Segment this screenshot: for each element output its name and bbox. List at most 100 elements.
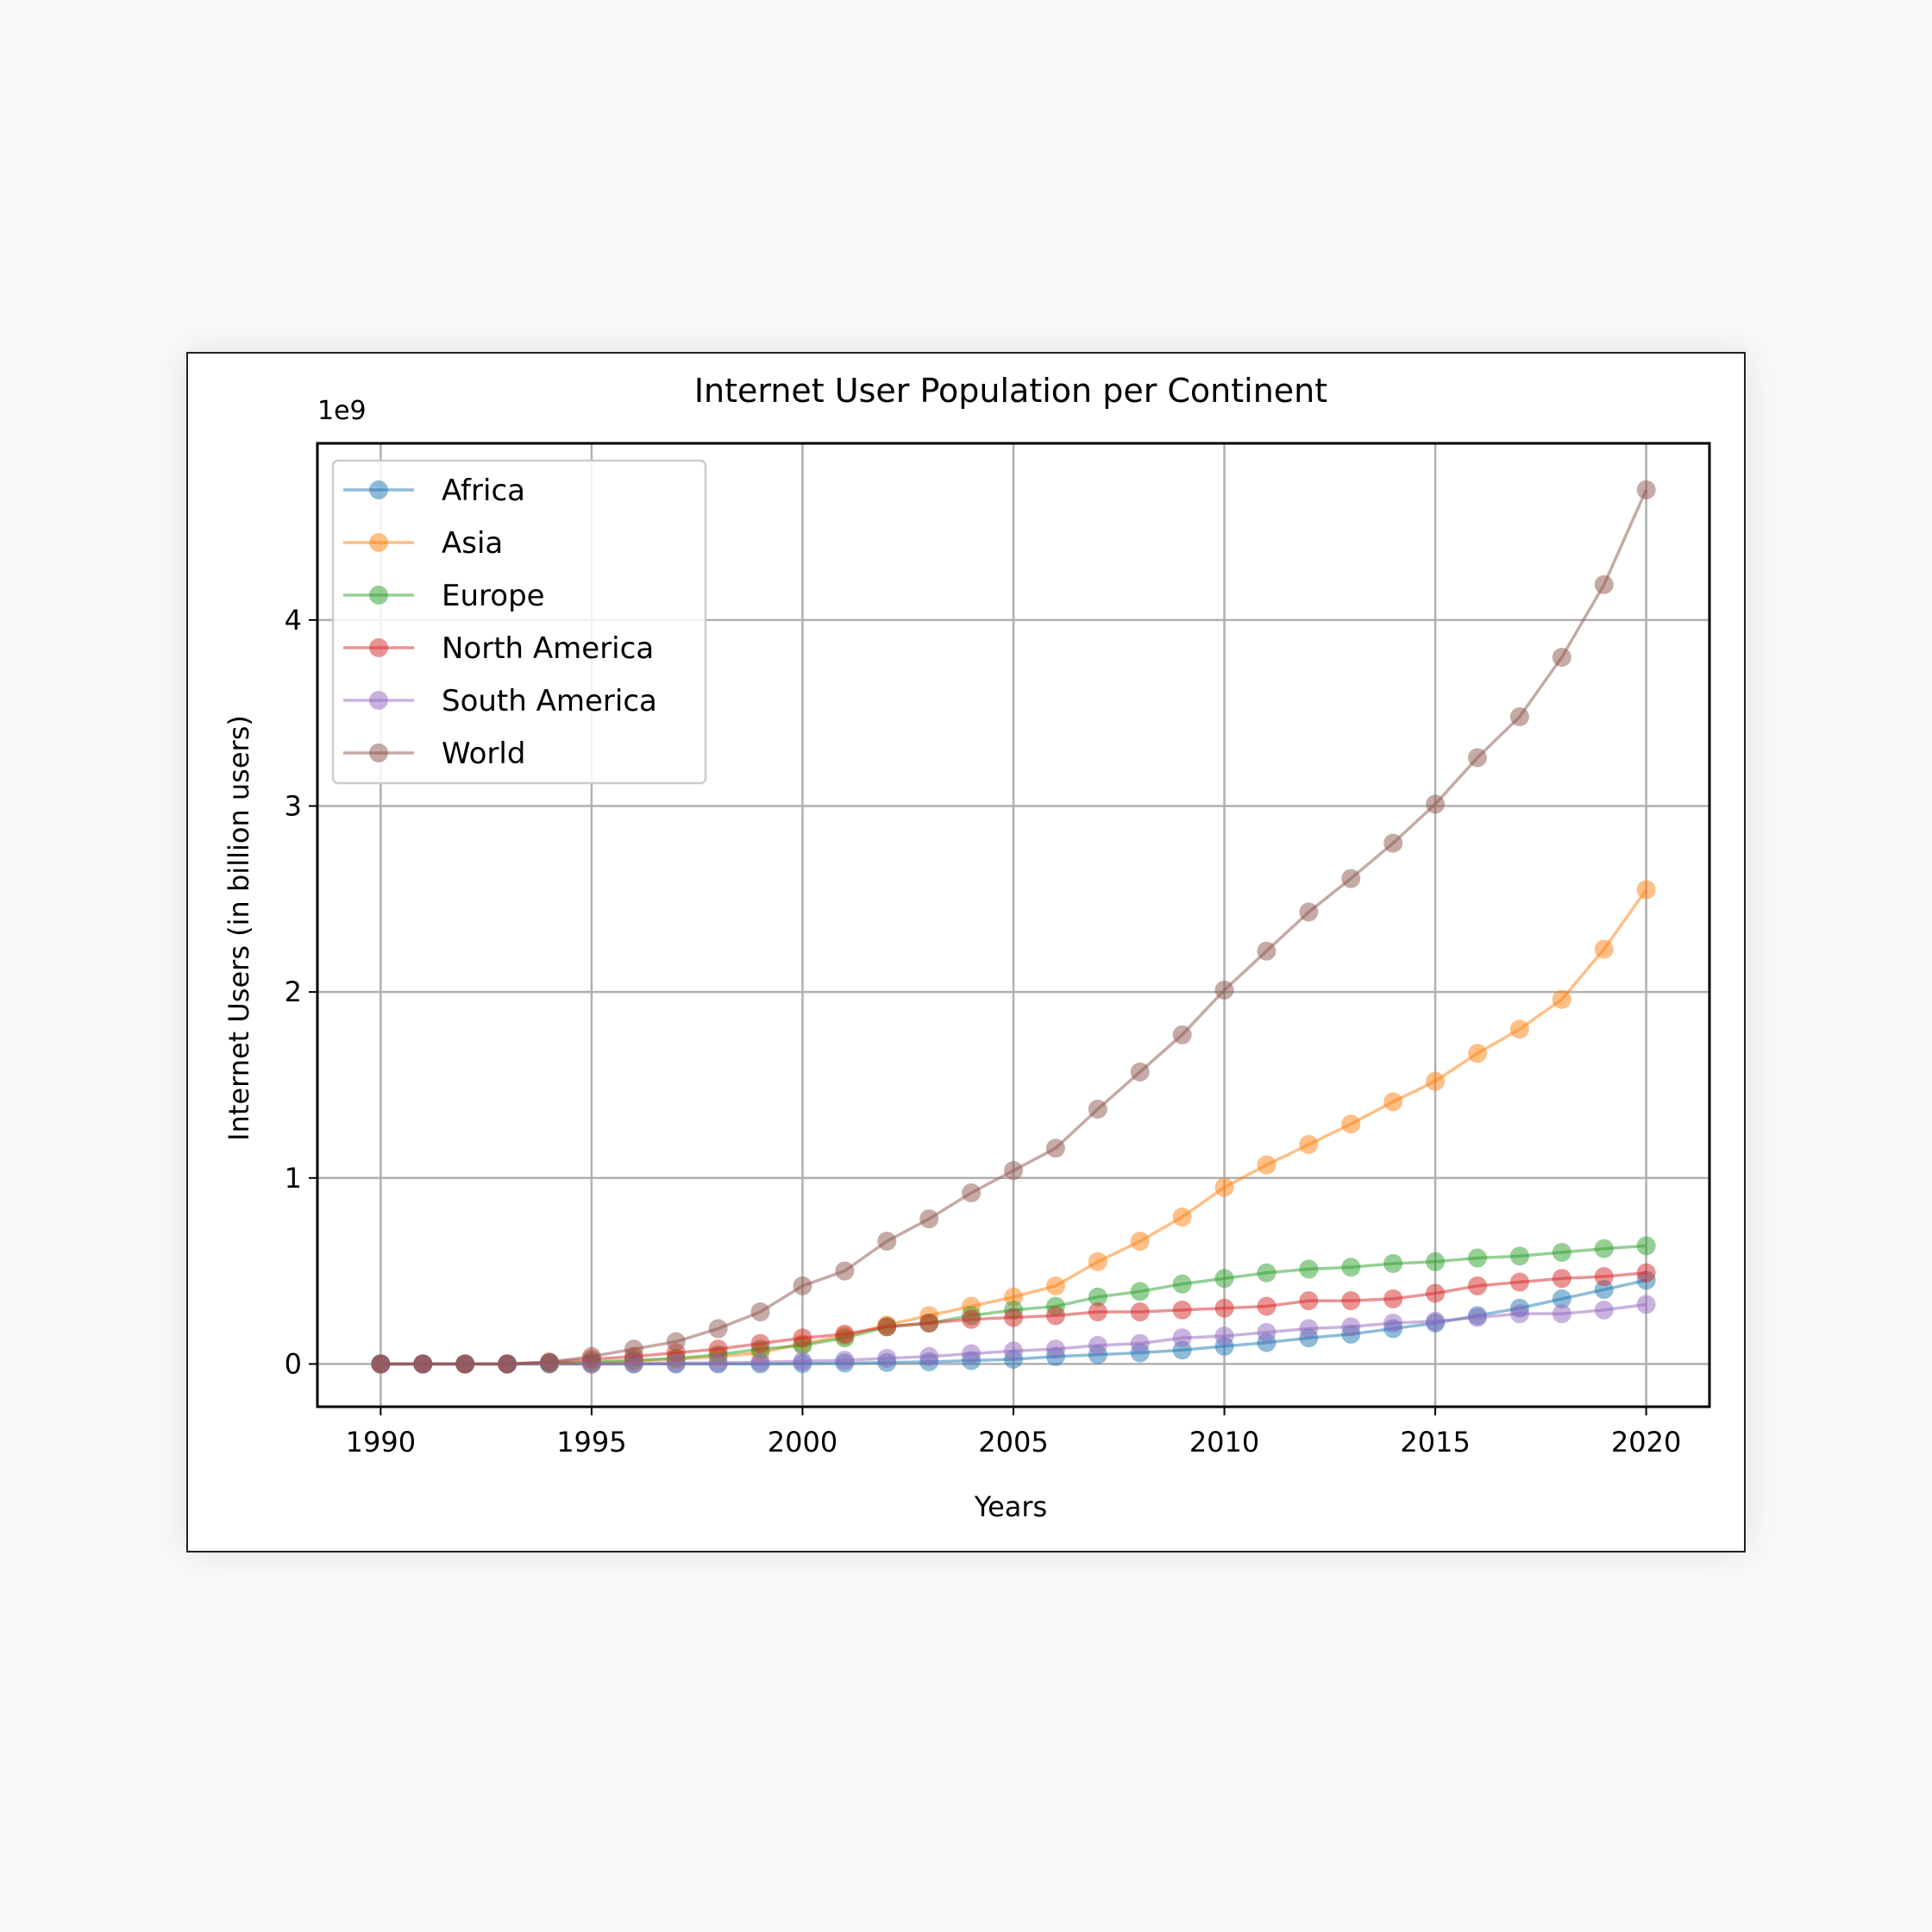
data-point-north-america <box>962 1309 982 1329</box>
data-point-world <box>413 1354 433 1374</box>
x-tick-label: 2010 <box>1189 1426 1259 1458</box>
data-point-europe <box>1468 1248 1487 1268</box>
x-axis-label: Years <box>974 1490 1047 1523</box>
data-point-world <box>835 1261 855 1281</box>
data-point-north-america <box>1341 1291 1361 1311</box>
data-point-world <box>1383 833 1403 853</box>
data-point-north-america <box>1088 1302 1107 1322</box>
data-point-world <box>1552 647 1571 667</box>
line-chart: Internet User Population per Continent 1… <box>223 372 1711 1523</box>
data-point-south-america <box>1045 1339 1065 1359</box>
axis-ticks: 1990 1995 2000 2005 2010 2015 2020 0 1 2 3 4 <box>285 604 1682 1458</box>
data-point-europe <box>1341 1258 1361 1277</box>
data-point-south-america <box>793 1352 812 1371</box>
data-point-world <box>750 1302 770 1322</box>
data-point-europe <box>1299 1259 1319 1279</box>
data-point-north-america <box>1172 1300 1192 1320</box>
data-point-asia <box>1426 1071 1446 1091</box>
x-tick-label: 2020 <box>1611 1426 1681 1458</box>
data-point-asia <box>1341 1114 1361 1134</box>
legend-marker-europe <box>369 586 388 605</box>
data-point-world <box>1468 748 1487 768</box>
data-point-europe <box>1257 1263 1276 1283</box>
legend-marker-south-america <box>369 691 388 710</box>
data-point-asia <box>1130 1232 1150 1251</box>
x-tick-label: 1995 <box>556 1426 626 1458</box>
legend-item-south-america: South America <box>343 684 657 718</box>
data-point-north-america <box>1636 1263 1656 1283</box>
data-point-north-america <box>1383 1289 1403 1308</box>
data-point-south-america <box>1552 1304 1571 1324</box>
data-point-world <box>1636 480 1656 499</box>
data-point-north-america <box>1509 1272 1529 1292</box>
data-point-europe <box>1426 1251 1446 1271</box>
data-point-north-america <box>919 1313 939 1333</box>
y-tick-label: 2 <box>285 975 302 1008</box>
legend-label-asia: Asia <box>442 526 503 561</box>
data-point-asia <box>1088 1251 1107 1271</box>
data-point-south-america <box>1341 1317 1361 1337</box>
y-tick-label: 4 <box>285 604 302 637</box>
data-point-south-america <box>1468 1308 1487 1327</box>
data-point-world <box>793 1276 812 1295</box>
data-point-south-america <box>1299 1319 1319 1339</box>
data-point-north-america <box>1045 1306 1065 1326</box>
data-point-world <box>1299 902 1319 922</box>
data-point-south-america <box>1004 1341 1023 1361</box>
data-point-south-america <box>1594 1300 1614 1320</box>
data-point-europe <box>1088 1287 1107 1307</box>
series-layer <box>371 480 1656 1374</box>
data-point-europe <box>1509 1246 1529 1266</box>
legend-label-africa: Africa <box>442 474 525 508</box>
data-point-south-america <box>1214 1327 1234 1346</box>
data-point-world <box>666 1332 686 1352</box>
legend-marker-africa <box>369 480 388 499</box>
x-tick-label: 2015 <box>1400 1426 1470 1458</box>
legend-item-north-america: North America <box>343 631 654 666</box>
data-point-north-america <box>877 1317 897 1337</box>
data-point-asia <box>1594 939 1614 959</box>
data-point-north-america <box>1594 1267 1614 1287</box>
data-point-europe <box>1636 1236 1656 1256</box>
data-point-asia <box>1214 1177 1234 1197</box>
data-point-asia <box>1045 1276 1065 1295</box>
data-point-world <box>498 1354 518 1374</box>
legend-item-world: World <box>343 737 525 771</box>
data-point-north-america <box>1130 1302 1150 1322</box>
data-point-africa <box>1594 1280 1614 1300</box>
data-point-europe <box>1172 1274 1192 1294</box>
y-offset-label: 1e9 <box>317 396 367 426</box>
data-point-south-america <box>877 1348 897 1368</box>
data-point-south-america <box>1636 1295 1656 1314</box>
legend-marker-north-america <box>369 638 388 657</box>
chart-title: Internet User Population per Continent <box>694 372 1327 410</box>
data-point-world <box>1045 1138 1065 1158</box>
data-point-south-america <box>624 1353 643 1373</box>
data-point-world <box>581 1346 601 1366</box>
data-point-world <box>1130 1062 1150 1082</box>
data-point-north-america <box>1257 1296 1276 1316</box>
data-point-asia <box>1468 1044 1487 1063</box>
legend: Africa Asia Europe North America South Ameri… <box>331 459 707 785</box>
data-point-world <box>919 1209 939 1229</box>
legend-label-world: World <box>442 737 525 771</box>
data-point-world <box>1088 1099 1107 1119</box>
data-point-north-america <box>1004 1308 1023 1327</box>
x-tick-label: 2000 <box>768 1426 837 1458</box>
data-point-north-america <box>1552 1269 1571 1289</box>
legend-box <box>331 459 707 785</box>
data-point-world <box>1426 794 1446 814</box>
data-point-world <box>1214 980 1234 1000</box>
legend-item-europe: Europe <box>343 579 545 613</box>
data-point-world <box>540 1352 559 1372</box>
legend-marker-asia <box>369 533 388 552</box>
data-point-world <box>624 1339 643 1359</box>
data-point-south-america <box>1130 1333 1150 1353</box>
series-world <box>371 480 1656 1374</box>
data-point-europe <box>1552 1243 1571 1263</box>
x-tick-label: 2005 <box>978 1426 1048 1458</box>
data-point-asia <box>1299 1134 1319 1154</box>
data-point-south-america <box>708 1353 728 1373</box>
data-point-north-america <box>1214 1298 1234 1318</box>
legend-item-africa: Africa <box>343 474 525 508</box>
